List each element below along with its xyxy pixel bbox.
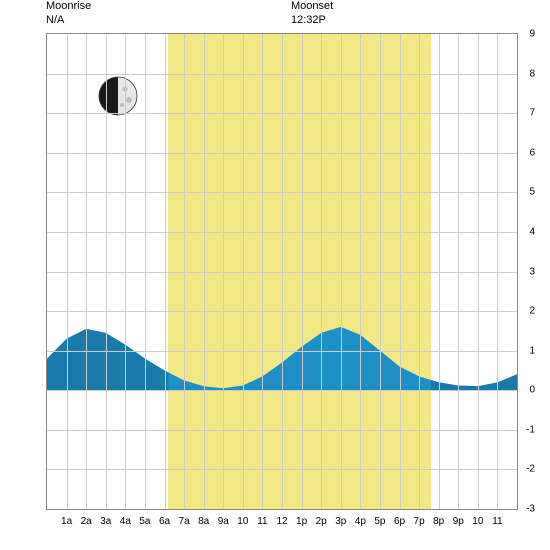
- y-tick-label: 1: [529, 345, 535, 356]
- x-tick-label: 3p: [335, 516, 346, 527]
- x-tick-label: 12: [276, 516, 287, 527]
- x-tick-label: 4a: [120, 516, 131, 527]
- x-tick-label: 2p: [316, 516, 327, 527]
- grid-h: [47, 232, 517, 233]
- tide-chart-container: Moonrise N/A Moonset 12:32P: [0, 0, 550, 550]
- x-tick-label: 11: [257, 516, 267, 527]
- y-tick-label: 2: [529, 306, 535, 317]
- y-tick-label: -1: [526, 424, 535, 435]
- grid-h: [47, 113, 517, 114]
- x-tick-label: 5p: [374, 516, 385, 527]
- x-tick-label: 7p: [414, 516, 425, 527]
- x-tick-label: 6p: [394, 516, 405, 527]
- grid-h: [47, 311, 517, 312]
- grid-h: [47, 469, 517, 470]
- x-tick-label: 7a: [179, 516, 190, 527]
- y-tick-label: 4: [529, 226, 535, 237]
- x-tick-label: 8p: [433, 516, 444, 527]
- grid-h: [47, 74, 517, 75]
- x-tick-label: 10: [472, 516, 483, 527]
- y-tick-label: 8: [529, 68, 535, 79]
- grid-h: [47, 272, 517, 273]
- x-tick-label: 4p: [355, 516, 366, 527]
- x-tick-label: 3a: [100, 516, 111, 527]
- grid-h: [47, 153, 517, 154]
- y-tick-label: 0: [529, 385, 535, 396]
- grid-h: [47, 390, 517, 391]
- chart-plot-area: 1a2a3a4a5a6a7a8a9a1011121p2p3p4p5p6p7p8p…: [46, 33, 518, 510]
- x-tick-label: 9p: [453, 516, 464, 527]
- y-tick-label: -3: [526, 504, 535, 515]
- y-tick-label: 3: [529, 266, 535, 277]
- y-tick-label: 7: [529, 108, 535, 119]
- moonset-label: Moonset: [291, 0, 333, 12]
- grid-h: [47, 351, 517, 352]
- x-tick-label: 10: [237, 516, 248, 527]
- moonrise-label: Moonrise: [46, 0, 91, 12]
- x-tick-label: 1a: [61, 516, 72, 527]
- moonrise-value: N/A: [46, 14, 64, 26]
- x-tick-label: 1p: [296, 516, 307, 527]
- grid-h: [47, 192, 517, 193]
- x-tick-label: 11: [492, 516, 502, 527]
- x-tick-label: 9a: [218, 516, 229, 527]
- y-tick-label: 6: [529, 147, 535, 158]
- x-tick-label: 2a: [81, 516, 92, 527]
- y-tick-label: 5: [529, 187, 535, 198]
- y-tick-label: 9: [529, 29, 535, 40]
- grid-h: [47, 430, 517, 431]
- moon-phase-icon: [98, 76, 138, 116]
- x-tick-label: 8a: [198, 516, 209, 527]
- moonset-value: 12:32P: [291, 14, 326, 26]
- y-tick-label: -2: [526, 464, 535, 475]
- x-tick-label: 5a: [139, 516, 150, 527]
- x-tick-label: 6a: [159, 516, 170, 527]
